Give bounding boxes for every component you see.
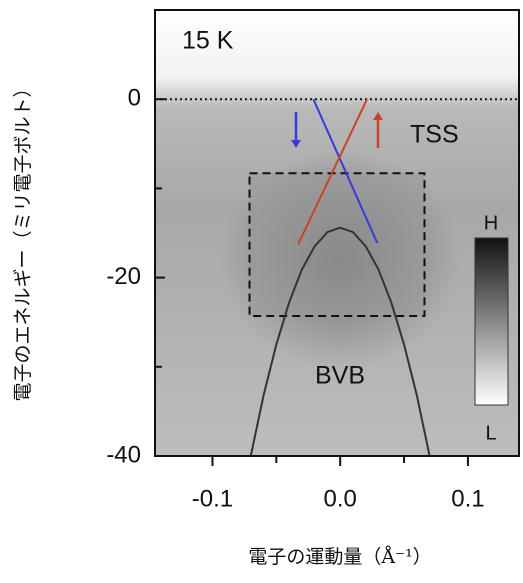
x-tick-label: 0.0 (324, 485, 357, 512)
highlight-box (248, 172, 426, 317)
dispersion-line (312, 98, 379, 244)
annotation: TSS (410, 121, 459, 149)
x-tick-label: -0.1 (192, 485, 233, 512)
y-axis-label: 電子のエネルギー（ミリ電子ボルト） (12, 78, 34, 401)
colorbar (474, 237, 509, 406)
y-tick-label: -20 (106, 263, 141, 290)
dispersion-line (249, 226, 431, 456)
y-tick-label: 0 (128, 85, 141, 112)
y-tick-label: -40 (106, 441, 141, 468)
arrow-head (291, 140, 301, 148)
colorbar-label: L (485, 422, 496, 444)
annotation: BVB (315, 362, 365, 390)
annotation: 15 K (182, 27, 234, 55)
dispersion-line (297, 98, 368, 246)
highlight-region (249, 173, 425, 316)
colorbar-label: H (484, 212, 498, 234)
plot-frame (154, 9, 520, 457)
plot-area (155, 98, 519, 456)
x-tick-label: 0.1 (451, 485, 484, 512)
arrow-head (373, 112, 383, 120)
x-axis-label: 電子の運動量（Å⁻¹） (248, 546, 431, 568)
